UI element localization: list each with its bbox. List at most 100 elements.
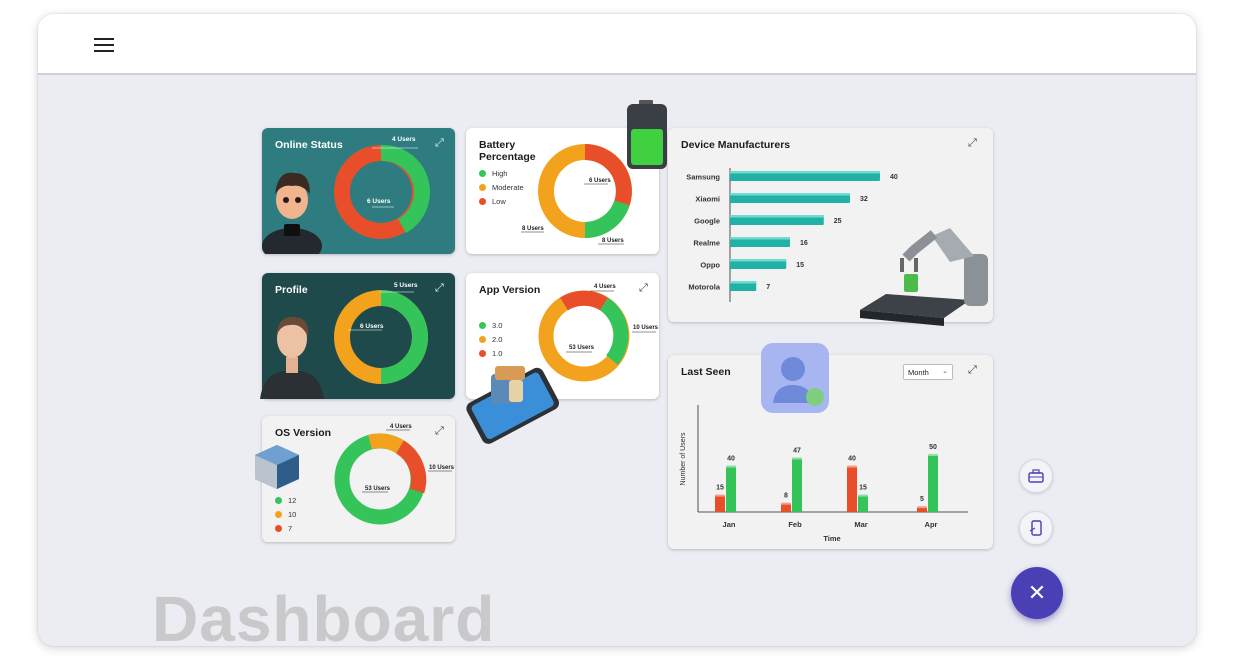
- bar-highlight: [792, 457, 802, 460]
- battery-percentage-card: Battery Percentage High Moderate Low 6 U…: [466, 128, 659, 254]
- legend-item: 10: [275, 510, 296, 519]
- donut-label: 8 Users: [522, 226, 544, 232]
- bar: [792, 457, 802, 512]
- device-manufacturers-chart: Samsung 40 Xiaomi 32 Google 25 Realme 16 Oppo 15 M…: [686, 168, 898, 302]
- last-seen-chart: Number of Users Time 15 40 Jan 8 47 Feb 40 15 Mar 5…: [680, 405, 968, 543]
- legend-item: 3.0: [479, 321, 502, 330]
- mobile-button[interactable]: [1019, 511, 1053, 545]
- category-label: Samsung: [686, 173, 720, 182]
- dashboard-watermark: Dashboard: [152, 583, 496, 655]
- expand-icon[interactable]: ⤢: [435, 425, 444, 437]
- card-title: Device Manufacturers: [681, 139, 791, 151]
- x-axis-title: Time: [823, 534, 840, 543]
- bar: [858, 494, 868, 512]
- value-label: 8: [784, 493, 788, 500]
- close-icon: ✕: [1027, 580, 1047, 605]
- expand-icon[interactable]: ⤢: [968, 137, 977, 149]
- value-label: 40: [727, 456, 735, 463]
- category-label: Xiaomi: [695, 195, 720, 204]
- bar: [781, 502, 791, 512]
- user-glass-icon: [761, 343, 829, 413]
- briefcase-button[interactable]: [1019, 459, 1053, 493]
- value-label: 40: [848, 456, 856, 463]
- card-title: App Version: [479, 284, 541, 296]
- expand-icon[interactable]: ⤢: [435, 282, 444, 294]
- value-label: 50: [929, 444, 937, 451]
- bar: [847, 465, 857, 512]
- close-button[interactable]: ✕: [1011, 567, 1063, 619]
- bar-highlight: [715, 494, 725, 497]
- value-label: 15: [859, 485, 867, 492]
- bar-highlight: [917, 506, 927, 509]
- category-label: Google: [694, 217, 720, 226]
- online-status-donut: 4 Users 6 Users: [334, 136, 430, 239]
- card-title: Profile: [275, 284, 308, 296]
- value-label: 40: [890, 174, 898, 181]
- value-label: 7: [766, 284, 770, 291]
- donut-label: 4 Users: [594, 284, 616, 290]
- profile-donut: 5 Users 6 Users: [334, 282, 428, 384]
- value-label: 32: [860, 196, 868, 203]
- donut-label: 8 Users: [602, 238, 624, 244]
- value-label: 47: [793, 447, 801, 454]
- legend-item: Moderate: [479, 183, 524, 192]
- bar: [928, 454, 938, 512]
- expand-icon[interactable]: ⤢: [435, 137, 444, 149]
- card-title: Last Seen: [681, 366, 731, 378]
- bar-highlight: [847, 465, 857, 468]
- os-chip-icon: [255, 445, 299, 489]
- bar: [726, 465, 736, 512]
- bar-highlight: [730, 237, 790, 240]
- bar-highlight: [781, 502, 791, 505]
- robot-arm-icon: [860, 228, 988, 326]
- legend-item: 1.0: [479, 349, 502, 358]
- legend-item: 2.0: [479, 335, 502, 344]
- man-avatar: [260, 316, 324, 399]
- value-label: 5: [920, 496, 924, 503]
- donut-label: 53 Users: [365, 486, 391, 492]
- mobile-device-icon: [1029, 520, 1042, 536]
- category-label: Apr: [925, 520, 938, 529]
- card-title: Battery: [479, 139, 516, 151]
- donut-label: 53 Users: [569, 345, 595, 351]
- hamburger-menu-icon[interactable]: [94, 38, 114, 52]
- bar-highlight: [928, 454, 938, 456]
- legend-item: 12: [275, 496, 296, 505]
- bar-highlight: [726, 465, 736, 468]
- profile-card: Profile ⤢ 5 Users 6 Users: [260, 273, 455, 399]
- donut-label: 10 Users: [429, 465, 455, 471]
- legend-item: High: [479, 169, 507, 178]
- bar: [917, 506, 927, 512]
- y-axis-title: Number of Users: [680, 432, 687, 485]
- value-label: 15: [796, 262, 804, 269]
- bar: [715, 494, 725, 512]
- chevron-down-icon: ⌄: [942, 368, 948, 375]
- bar-highlight: [730, 215, 824, 218]
- value-label: 25: [834, 218, 842, 225]
- donut-label: 6 Users: [589, 178, 611, 184]
- bar-highlight: [858, 494, 868, 497]
- legend-item: 7: [275, 524, 292, 533]
- donut-label: 4 Users: [390, 424, 412, 430]
- period-select[interactable]: Month ⌄: [903, 364, 953, 380]
- top-bar: [38, 14, 1196, 75]
- expand-icon[interactable]: ⤢: [968, 364, 977, 376]
- bar-highlight: [730, 281, 757, 284]
- donut-label: 10 Users: [633, 325, 659, 331]
- bar-highlight: [730, 193, 850, 196]
- category-label: Mar: [854, 520, 867, 529]
- phone-cube-icon: [466, 366, 560, 444]
- donut-label: 6 Users: [360, 323, 384, 330]
- expand-icon[interactable]: ⤢: [639, 282, 648, 294]
- battery-donut: 6 Users 8 Users 8 Users: [521, 144, 632, 245]
- bar-highlight: [730, 259, 787, 262]
- category-label: Jan: [723, 520, 736, 529]
- card-title: Online Status: [275, 139, 343, 151]
- category-label: Oppo: [700, 261, 720, 270]
- online-status-card: Online Status ⤢ 4 Users 6 Users: [262, 128, 455, 254]
- donut-label: 4 Users: [392, 136, 416, 143]
- dashboard-window: [38, 14, 1196, 646]
- donut-label: 6 Users: [367, 198, 391, 205]
- os-version-donut: 4 Users 10 Users 53 Users: [334, 424, 455, 525]
- legend-item: Low: [479, 197, 506, 206]
